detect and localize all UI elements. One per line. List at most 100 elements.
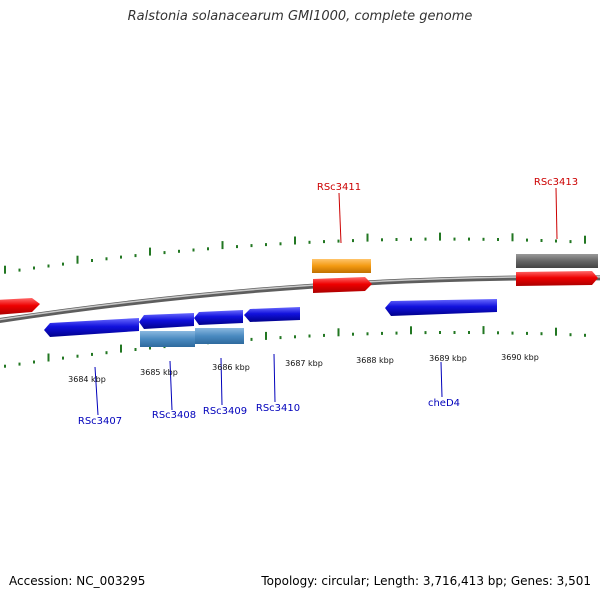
forward-track-minor-tick bbox=[192, 248, 195, 252]
gene-feature-left-partial[interactable] bbox=[0, 298, 40, 315]
gene-feature-rsc3407[interactable] bbox=[44, 318, 139, 337]
reverse-track-minor-tick bbox=[424, 331, 427, 335]
label-leader-rsc3407 bbox=[94, 366, 99, 416]
gene-label-ched4[interactable]: cheD4 bbox=[428, 398, 460, 409]
forward-track-minor-tick bbox=[47, 264, 50, 268]
gene-feature-rsc3410[interactable] bbox=[244, 307, 300, 322]
forward-track-minor-tick bbox=[178, 249, 180, 253]
forward-track-minor-tick bbox=[308, 240, 311, 244]
gene-label-rsc3411[interactable]: RSc3411 bbox=[317, 182, 361, 193]
label-leader-rsc3409 bbox=[220, 357, 223, 406]
reverse-track-minor-tick bbox=[352, 332, 354, 336]
scale-label-3689: 3689 kbp bbox=[429, 354, 467, 363]
reverse-track-feature-rsc3408[interactable] bbox=[140, 331, 195, 347]
forward-track-minor-tick bbox=[62, 262, 64, 266]
label-leader-rsc3410 bbox=[273, 353, 276, 403]
forward-track-minor-tick bbox=[337, 239, 340, 243]
forward-track-minor-tick bbox=[395, 238, 398, 241]
forward-track-minor-tick bbox=[569, 240, 572, 244]
reverse-track-major-tick bbox=[482, 326, 485, 335]
gene-feature-rsc3411[interactable] bbox=[313, 277, 372, 293]
forward-track-minor-tick bbox=[468, 237, 470, 241]
forward-track-minor-tick bbox=[453, 237, 456, 241]
forward-track-major-tick bbox=[294, 236, 296, 245]
forward-track-minor-tick bbox=[526, 238, 528, 242]
reverse-track-minor-tick bbox=[18, 362, 21, 366]
label-leader-ched4 bbox=[440, 361, 443, 398]
label-leader-rsc3413 bbox=[555, 187, 558, 240]
pseudo-feature-rsc3413[interactable] bbox=[516, 254, 598, 268]
forward-track-minor-tick bbox=[134, 254, 137, 258]
rna-feature-rsc3411[interactable] bbox=[312, 259, 371, 273]
forward-track-minor-tick bbox=[236, 245, 238, 249]
reverse-track-minor-tick bbox=[468, 331, 470, 334]
reverse-track-minor-tick bbox=[584, 333, 586, 337]
reverse-track-minor-tick bbox=[33, 360, 35, 364]
gene-label-rsc3413[interactable]: RSc3413 bbox=[534, 177, 578, 188]
forward-track-minor-tick bbox=[163, 251, 166, 255]
forward-track-minor-tick bbox=[497, 238, 499, 241]
gene-label-rsc3410[interactable]: RSc3410 bbox=[256, 403, 300, 414]
gene-feature-rsc3408[interactable] bbox=[139, 313, 194, 329]
scale-label-3685: 3685 kbp bbox=[140, 368, 178, 377]
forward-track-minor-tick bbox=[555, 239, 557, 243]
reverse-track-minor-tick bbox=[540, 332, 543, 336]
reverse-track-major-tick bbox=[47, 353, 50, 362]
forward-track-major-tick bbox=[221, 241, 224, 250]
reverse-track-major-tick bbox=[120, 344, 122, 353]
genome-title: Ralstonia solanacearum GMI1000, complete… bbox=[127, 9, 473, 24]
forward-track-minor-tick bbox=[381, 238, 383, 242]
scale-label-3690: 3690 kbp bbox=[501, 353, 539, 362]
reverse-tick-track bbox=[4, 326, 586, 368]
reverse-track-major-tick bbox=[410, 326, 412, 335]
reverse-track-minor-tick bbox=[323, 333, 325, 337]
forward-tick-track bbox=[4, 232, 586, 274]
forward-track-major-tick bbox=[4, 265, 6, 274]
reverse-track-minor-tick bbox=[439, 331, 441, 334]
reverse-track-minor-tick bbox=[381, 331, 383, 335]
gene-feature-rsc3409[interactable] bbox=[194, 310, 243, 325]
reverse-track-minor-tick bbox=[395, 331, 398, 335]
scale-label-3686: 3686 kbp bbox=[212, 363, 250, 372]
forward-track-minor-tick bbox=[207, 247, 209, 251]
reverse-track-minor-tick bbox=[91, 352, 93, 356]
reverse-track-minor-tick bbox=[250, 337, 253, 341]
reverse-track-minor-tick bbox=[105, 351, 108, 355]
label-leader-rsc3411 bbox=[338, 192, 342, 244]
forward-track-minor-tick bbox=[250, 244, 253, 248]
forward-track-major-tick bbox=[76, 255, 79, 264]
reverse-track-minor-tick bbox=[308, 334, 311, 338]
gene-feature-ched4[interactable] bbox=[385, 299, 497, 316]
forward-track-major-tick bbox=[366, 233, 369, 242]
reverse-track-major-tick bbox=[555, 327, 557, 336]
reverse-track-minor-tick bbox=[134, 348, 137, 351]
forward-track-minor-tick bbox=[279, 242, 282, 246]
gene-label-rsc3409[interactable]: RSc3409 bbox=[203, 406, 247, 417]
forward-track-minor-tick bbox=[482, 237, 485, 241]
reverse-track-minor-tick bbox=[511, 331, 514, 335]
forward-track-minor-tick bbox=[105, 257, 108, 261]
reverse-track-minor-tick bbox=[149, 346, 151, 350]
reverse-track-minor-tick bbox=[569, 333, 572, 337]
reverse-track-minor-tick bbox=[62, 356, 64, 360]
reverse-track-minor-tick bbox=[453, 331, 456, 334]
reverse-track-feature-rsc3409[interactable] bbox=[195, 328, 244, 344]
gene-label-rsc3407[interactable]: RSc3407 bbox=[78, 416, 122, 427]
reverse-track-major-tick bbox=[265, 331, 267, 340]
forward-track-minor-tick bbox=[323, 240, 325, 244]
scale-label-3688: 3688 kbp bbox=[356, 356, 394, 365]
forward-track-major-tick bbox=[584, 235, 586, 244]
forward-track-minor-tick bbox=[33, 266, 35, 270]
forward-track-minor-tick bbox=[540, 239, 543, 242]
genome-summary-text: Topology: circular; Length: 3,716,413 bp… bbox=[261, 574, 591, 588]
forward-track-minor-tick bbox=[424, 237, 427, 241]
reverse-track-minor-tick bbox=[76, 354, 79, 358]
forward-track-minor-tick bbox=[352, 239, 354, 243]
reverse-track-minor-tick bbox=[4, 364, 6, 368]
gene-feature-rsc3413[interactable] bbox=[516, 271, 598, 286]
forward-track-minor-tick bbox=[410, 237, 412, 241]
scale-label-3684: 3684 kbp bbox=[68, 375, 106, 384]
gene-label-rsc3408[interactable]: RSc3408 bbox=[152, 410, 196, 421]
scale-label-3687: 3687 kbp bbox=[285, 359, 323, 368]
